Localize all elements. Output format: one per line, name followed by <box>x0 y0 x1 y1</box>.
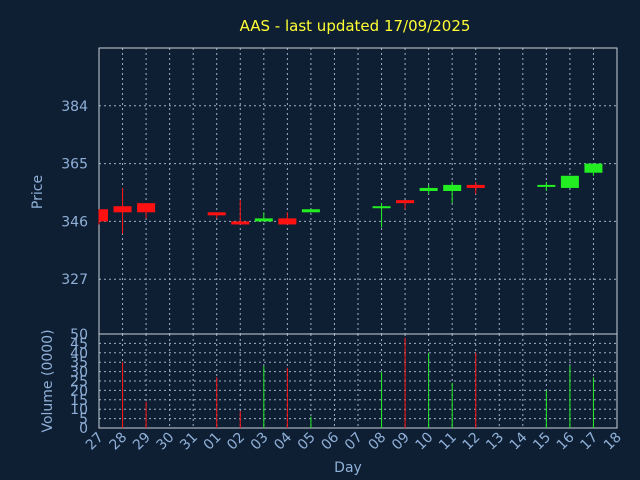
volume-tick-label: 0 <box>79 421 88 437</box>
price-frame <box>98 47 618 335</box>
candle-body <box>301 209 320 213</box>
x-tick-label: 09 <box>389 430 413 454</box>
volume-tick-label: 35 <box>70 355 88 371</box>
volume-tick-label: 15 <box>70 393 88 409</box>
x-tick-label: 07 <box>342 430 366 454</box>
x-tick-label: 10 <box>413 430 437 454</box>
volume-tick-label: 40 <box>70 346 88 362</box>
x-tick-label: 06 <box>318 429 342 453</box>
candle-body <box>99 209 108 222</box>
candle-body <box>278 218 297 225</box>
price-tick-label: 346 <box>61 214 88 230</box>
x-tick-label: 05 <box>295 430 319 454</box>
price-axis-label: Price <box>30 175 46 209</box>
x-axis-label: Day <box>334 460 362 476</box>
price-panel: 327 346 365 384 <box>61 47 618 335</box>
candle-body <box>443 184 462 191</box>
x-tick-label: 14 <box>507 429 531 453</box>
volume-axis-label: Volume (0000) <box>40 329 56 432</box>
chart-title: AAS - last updated 17/09/2025 <box>240 17 471 35</box>
x-tick-label: 28 <box>106 430 130 454</box>
x-tick-label: 02 <box>224 430 248 454</box>
volume-tick-label: 50 <box>70 327 88 343</box>
x-tick-label: 15 <box>530 430 554 454</box>
candle-body <box>113 206 132 213</box>
candle-body <box>419 187 438 191</box>
x-tick-label: 18 <box>601 430 625 454</box>
price-tick-label: 384 <box>61 99 88 115</box>
candle-body <box>396 200 415 204</box>
x-tick-label: 29 <box>130 430 154 454</box>
volume-tick-label: 25 <box>70 374 88 390</box>
x-tick-label: 04 <box>271 429 295 453</box>
x-tick-label: 12 <box>460 430 484 454</box>
candle-body <box>231 221 250 225</box>
x-tick-label: 01 <box>201 430 225 454</box>
candle-body <box>254 218 273 222</box>
candle-body <box>466 184 485 188</box>
x-tick-label: 17 <box>577 430 601 454</box>
volume-tick-label: 45 <box>70 336 88 352</box>
volume-tick-label: 20 <box>70 383 88 399</box>
candle-body <box>560 175 579 188</box>
x-tick-labels: 27 28 29 30 31 01 02 03 04 05 06 07 08 09 10 11 12 13 14 15… <box>83 429 625 453</box>
volume-tick-label: 10 <box>70 402 88 418</box>
x-tick-label: 31 <box>177 430 201 454</box>
price-tick-label: 327 <box>61 272 88 288</box>
candle-body <box>537 184 556 187</box>
x-tick-label: 30 <box>154 430 178 454</box>
x-tick-label: 08 <box>365 430 389 454</box>
price-tick-label: 365 <box>61 157 88 173</box>
x-tick-label: 11 <box>436 430 460 454</box>
candle-body <box>137 203 156 213</box>
volume-tick-label: 30 <box>70 365 88 381</box>
candle-body <box>372 206 391 209</box>
x-tick-label: 16 <box>554 429 578 453</box>
candle-body <box>207 212 226 216</box>
x-tick-label: 13 <box>483 430 507 454</box>
volume-frame <box>98 333 618 429</box>
volume-tick-label: 5 <box>79 412 88 428</box>
candle-body <box>584 163 603 173</box>
x-tick-label: 03 <box>248 430 272 454</box>
